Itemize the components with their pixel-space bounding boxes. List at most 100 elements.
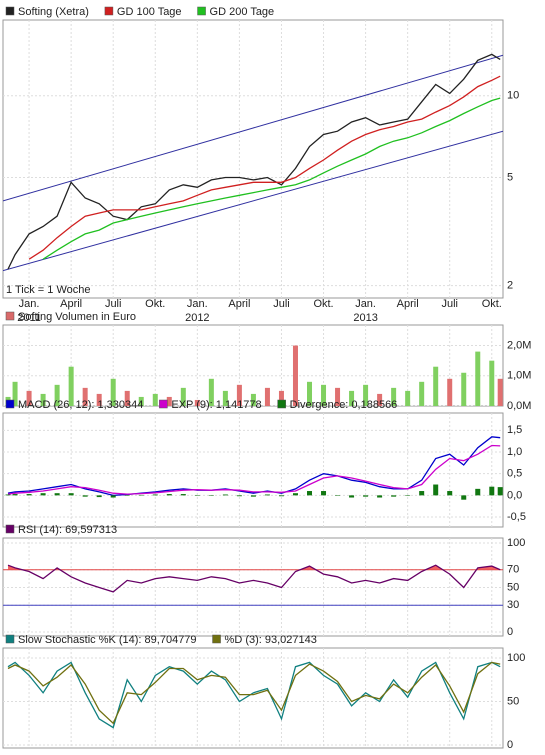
bar <box>278 495 284 497</box>
plot-area <box>3 20 503 298</box>
legend-label: Softing (Xetra) <box>18 6 89 18</box>
bar <box>26 390 32 406</box>
year-label: 2011 <box>17 312 41 324</box>
bar <box>307 381 313 406</box>
bar <box>475 351 481 406</box>
bar <box>461 495 467 500</box>
legend-swatch <box>5 6 15 16</box>
bar <box>349 495 355 498</box>
series-line <box>7 436 501 497</box>
y-tick-label: 1,5 <box>507 424 522 436</box>
y-tick-label: 0,5 <box>507 468 522 480</box>
legend-swatch <box>159 399 168 409</box>
bar <box>433 484 439 496</box>
y-tick-label: 0,0M <box>507 400 531 412</box>
plot-area <box>3 325 503 406</box>
bar <box>377 495 383 498</box>
bar <box>26 494 32 496</box>
panel-frame <box>2 19 504 299</box>
plot-area <box>3 538 503 636</box>
y-tick-label: 1,0 <box>507 446 522 458</box>
bar <box>307 491 313 496</box>
bar <box>138 396 144 406</box>
trend-line <box>3 54 503 202</box>
bar <box>152 393 158 406</box>
y-tick-label: 0 <box>507 626 513 638</box>
y-tick-label: 0,0 <box>507 489 522 501</box>
x-tick-label: Juli <box>273 298 290 310</box>
bar <box>68 366 74 406</box>
bar <box>236 495 242 497</box>
bar <box>180 494 186 496</box>
bar <box>12 494 18 496</box>
legend-swatch <box>5 634 15 644</box>
bar <box>54 384 60 406</box>
bar <box>208 378 214 406</box>
bar <box>40 493 46 496</box>
bar <box>447 491 453 496</box>
x-tick-label: April <box>397 298 419 310</box>
series-line <box>7 444 501 495</box>
legend-label: GD 200 Tage <box>210 6 275 18</box>
x-tick-label: Juli <box>441 298 458 310</box>
x-tick-label: Jan. <box>187 298 208 310</box>
bar <box>264 494 270 496</box>
x-tick-label: Okt. <box>482 298 502 310</box>
series-line <box>7 661 501 729</box>
bar <box>180 387 186 406</box>
legend-swatch <box>5 524 15 534</box>
legend-swatch <box>5 311 15 321</box>
bar <box>124 495 130 496</box>
y-tick-label: 0 <box>507 739 513 751</box>
bar <box>335 495 341 496</box>
bar <box>264 387 270 406</box>
legend-label: %D (3): 93,027143 <box>225 634 317 646</box>
bar <box>236 384 242 406</box>
trend-line <box>3 130 503 272</box>
bar <box>292 493 298 496</box>
x-tick-label: Juli <box>105 298 122 310</box>
panel-frame <box>2 324 504 407</box>
bar <box>405 390 411 406</box>
bar <box>208 495 214 496</box>
bar <box>166 396 172 406</box>
note: 1 Tick = 1 Woche <box>6 284 90 296</box>
bar <box>433 366 439 406</box>
y-tick-label: 100 <box>507 652 525 664</box>
x-tick-label: April <box>228 298 250 310</box>
legend-label: EXP (9): 1,141778 <box>171 399 261 411</box>
series-line <box>7 661 501 725</box>
bar <box>40 393 46 406</box>
bar <box>419 491 425 496</box>
panel-frame <box>2 647 504 749</box>
legend-label: Slow Stochastic %K (14): 89,704779 <box>18 634 197 646</box>
bar <box>166 494 172 496</box>
legend-swatch <box>197 6 206 16</box>
legend-swatch <box>5 399 15 409</box>
legend-swatch <box>212 634 221 644</box>
bar <box>250 495 256 497</box>
bar <box>152 494 158 496</box>
bar <box>12 381 18 406</box>
bar <box>96 495 102 498</box>
y-tick-label: 5 <box>507 171 513 183</box>
legend-label: Divergence: 0,188566 <box>290 399 398 411</box>
bar <box>278 390 284 406</box>
bar <box>377 393 383 406</box>
y-tick-label: 2,0M <box>507 339 531 351</box>
bar <box>489 486 495 496</box>
bar <box>82 495 88 497</box>
year-label: 2012 <box>185 312 209 324</box>
x-tick-label: Jan. <box>355 298 376 310</box>
x-tick-label: April <box>60 298 82 310</box>
y-tick-label: -0,5 <box>507 511 526 523</box>
bar <box>222 390 228 406</box>
bar <box>497 378 503 406</box>
year-label: 2013 <box>353 312 377 324</box>
bar <box>447 378 453 406</box>
bar <box>335 387 341 406</box>
bar <box>405 495 411 496</box>
legend-label: RSI (14): 69,597313 <box>18 524 117 536</box>
bar <box>363 495 369 497</box>
bar <box>497 487 503 496</box>
